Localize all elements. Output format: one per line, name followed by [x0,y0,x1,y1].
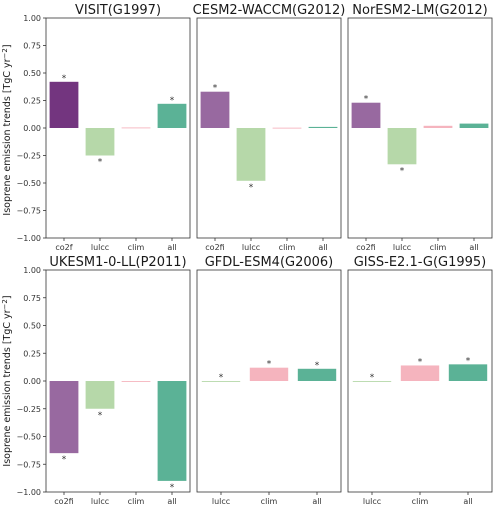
x-tick-label: lulcc [393,243,411,252]
x-tick-label: lulcc [91,497,109,506]
significance-marker: * [170,96,175,106]
y-tick-label: −1.00 [16,488,41,497]
y-axis-label-top: Isoprene emission trends [TgC yr−2] [1,44,13,215]
panel-title: GFDL-ESM4(G2006) [205,255,334,270]
bar-clim [400,365,440,381]
significance-marker: * [249,183,254,193]
bar-clim [423,125,453,128]
y-tick-label: 1.00 [23,266,41,275]
x-tick-label: all [312,497,321,506]
significance-marker: * [213,84,218,94]
bar-clim [121,127,151,129]
bar-clim [249,367,289,381]
panel-frame [45,17,191,239]
significance-marker: * [98,158,103,168]
y-tick-label: 0.00 [23,124,41,133]
bar-lulcc [236,128,266,181]
significance-marker: * [267,360,272,370]
x-tick-label: all [463,497,472,506]
y-tick-label: 1.00 [23,14,41,23]
bar-all [157,103,187,128]
bar-all [448,364,488,381]
bar-all [459,123,489,128]
panel-title: GISS-E2.1-G(G1995) [354,255,487,270]
bar-clim [272,127,302,129]
x-tick-label: all [469,243,478,252]
y-axis-label-bottom: Isoprene emission trends [TgC yr−2] [1,295,13,466]
significance-marker: * [418,357,423,367]
panel-4: UKESM1-0-LL(P2011) * co2fi * lulcc clim * all 1.… [16,255,191,506]
bar-clim [121,381,151,382]
panel-3: NorESM2-LM(G2012) * co2fi * lulcc clim all [347,3,493,252]
x-tick-label: clim [128,497,145,506]
panel-frame [347,269,493,493]
panel-frame [347,17,493,239]
bar-co2f [351,102,381,128]
bar-all [308,126,338,128]
panel-title: VISIT(G1997) [75,3,161,18]
panel-1: VISIT(G1997) * co2f * lulcc clim * all 1.00 0.75 0… [16,3,191,252]
bar-all [157,381,187,481]
y-tick-label: 0.25 [23,97,41,106]
y-tick-label: −0.75 [16,460,41,469]
y-tick-label: −0.25 [16,405,41,414]
y-tick-label: −0.25 [16,152,41,161]
y-tick-label: 0.25 [23,349,41,358]
y-tick-label: −1.00 [16,234,41,243]
panel-frame [196,17,342,239]
x-tick-label: co2fi [205,243,224,252]
panel-frame [196,269,342,493]
y-tick-label: 0.75 [23,294,41,303]
y-tick-label: −0.75 [16,207,41,216]
significance-marker: * [400,166,405,176]
panel-title: NorESM2-LM(G2012) [352,3,487,18]
x-tick-label: all [167,243,176,252]
x-tick-label: clim [412,497,429,506]
x-tick-label: co2fi [356,243,375,252]
significance-marker: * [170,483,175,493]
panel-6: GISS-E2.1-G(G1995) * lulcc * clim * all [347,255,493,506]
significance-marker: * [466,356,471,366]
x-tick-label: clim [430,243,447,252]
bar-lulcc [387,128,417,165]
panel-title: CESM2-WACCM(G2012) [193,3,346,18]
significance-marker: * [315,361,320,371]
bar-lulcc [352,381,392,382]
x-tick-label: all [167,497,176,506]
y-tick-label: −0.50 [16,179,41,188]
y-tick-label: 0.75 [23,42,41,51]
significance-marker: * [370,373,375,383]
bar-lulcc [85,381,115,409]
x-tick-label: co2fi [54,497,73,506]
panel-title: UKESM1-0-LL(P2011) [49,255,186,270]
panel-frame [45,269,191,493]
significance-marker: * [219,373,224,383]
y-tick-label: −0.50 [16,433,41,442]
y-tick-label: 0.00 [23,377,41,386]
significance-marker: * [62,455,67,465]
x-tick-label: clim [261,497,278,506]
y-tick-label: 0.50 [23,322,41,331]
bar-co2f [200,91,230,128]
bar-co2f [49,381,79,454]
x-tick-label: clim [128,243,145,252]
panel-2: CESM2-WACCM(G2012) * co2fi * lulcc clim all [193,3,346,252]
bar-all [297,368,337,381]
x-tick-label: lulcc [212,497,230,506]
panel-5: GFDL-ESM4(G2006) * lulcc * clim * all [196,255,342,506]
bar-lulcc [85,128,115,156]
x-tick-label: lulcc [363,497,381,506]
bar-co2f [49,81,79,128]
significance-marker: * [98,411,103,421]
x-tick-label: co2f [55,243,72,252]
significance-marker: * [62,74,67,84]
x-tick-label: lulcc [242,243,260,252]
significance-marker: * [364,95,369,105]
x-tick-label: clim [279,243,296,252]
x-tick-label: lulcc [91,243,109,252]
x-tick-label: all [318,243,327,252]
bar-lulcc [201,381,241,382]
y-tick-label: 0.50 [23,69,41,78]
